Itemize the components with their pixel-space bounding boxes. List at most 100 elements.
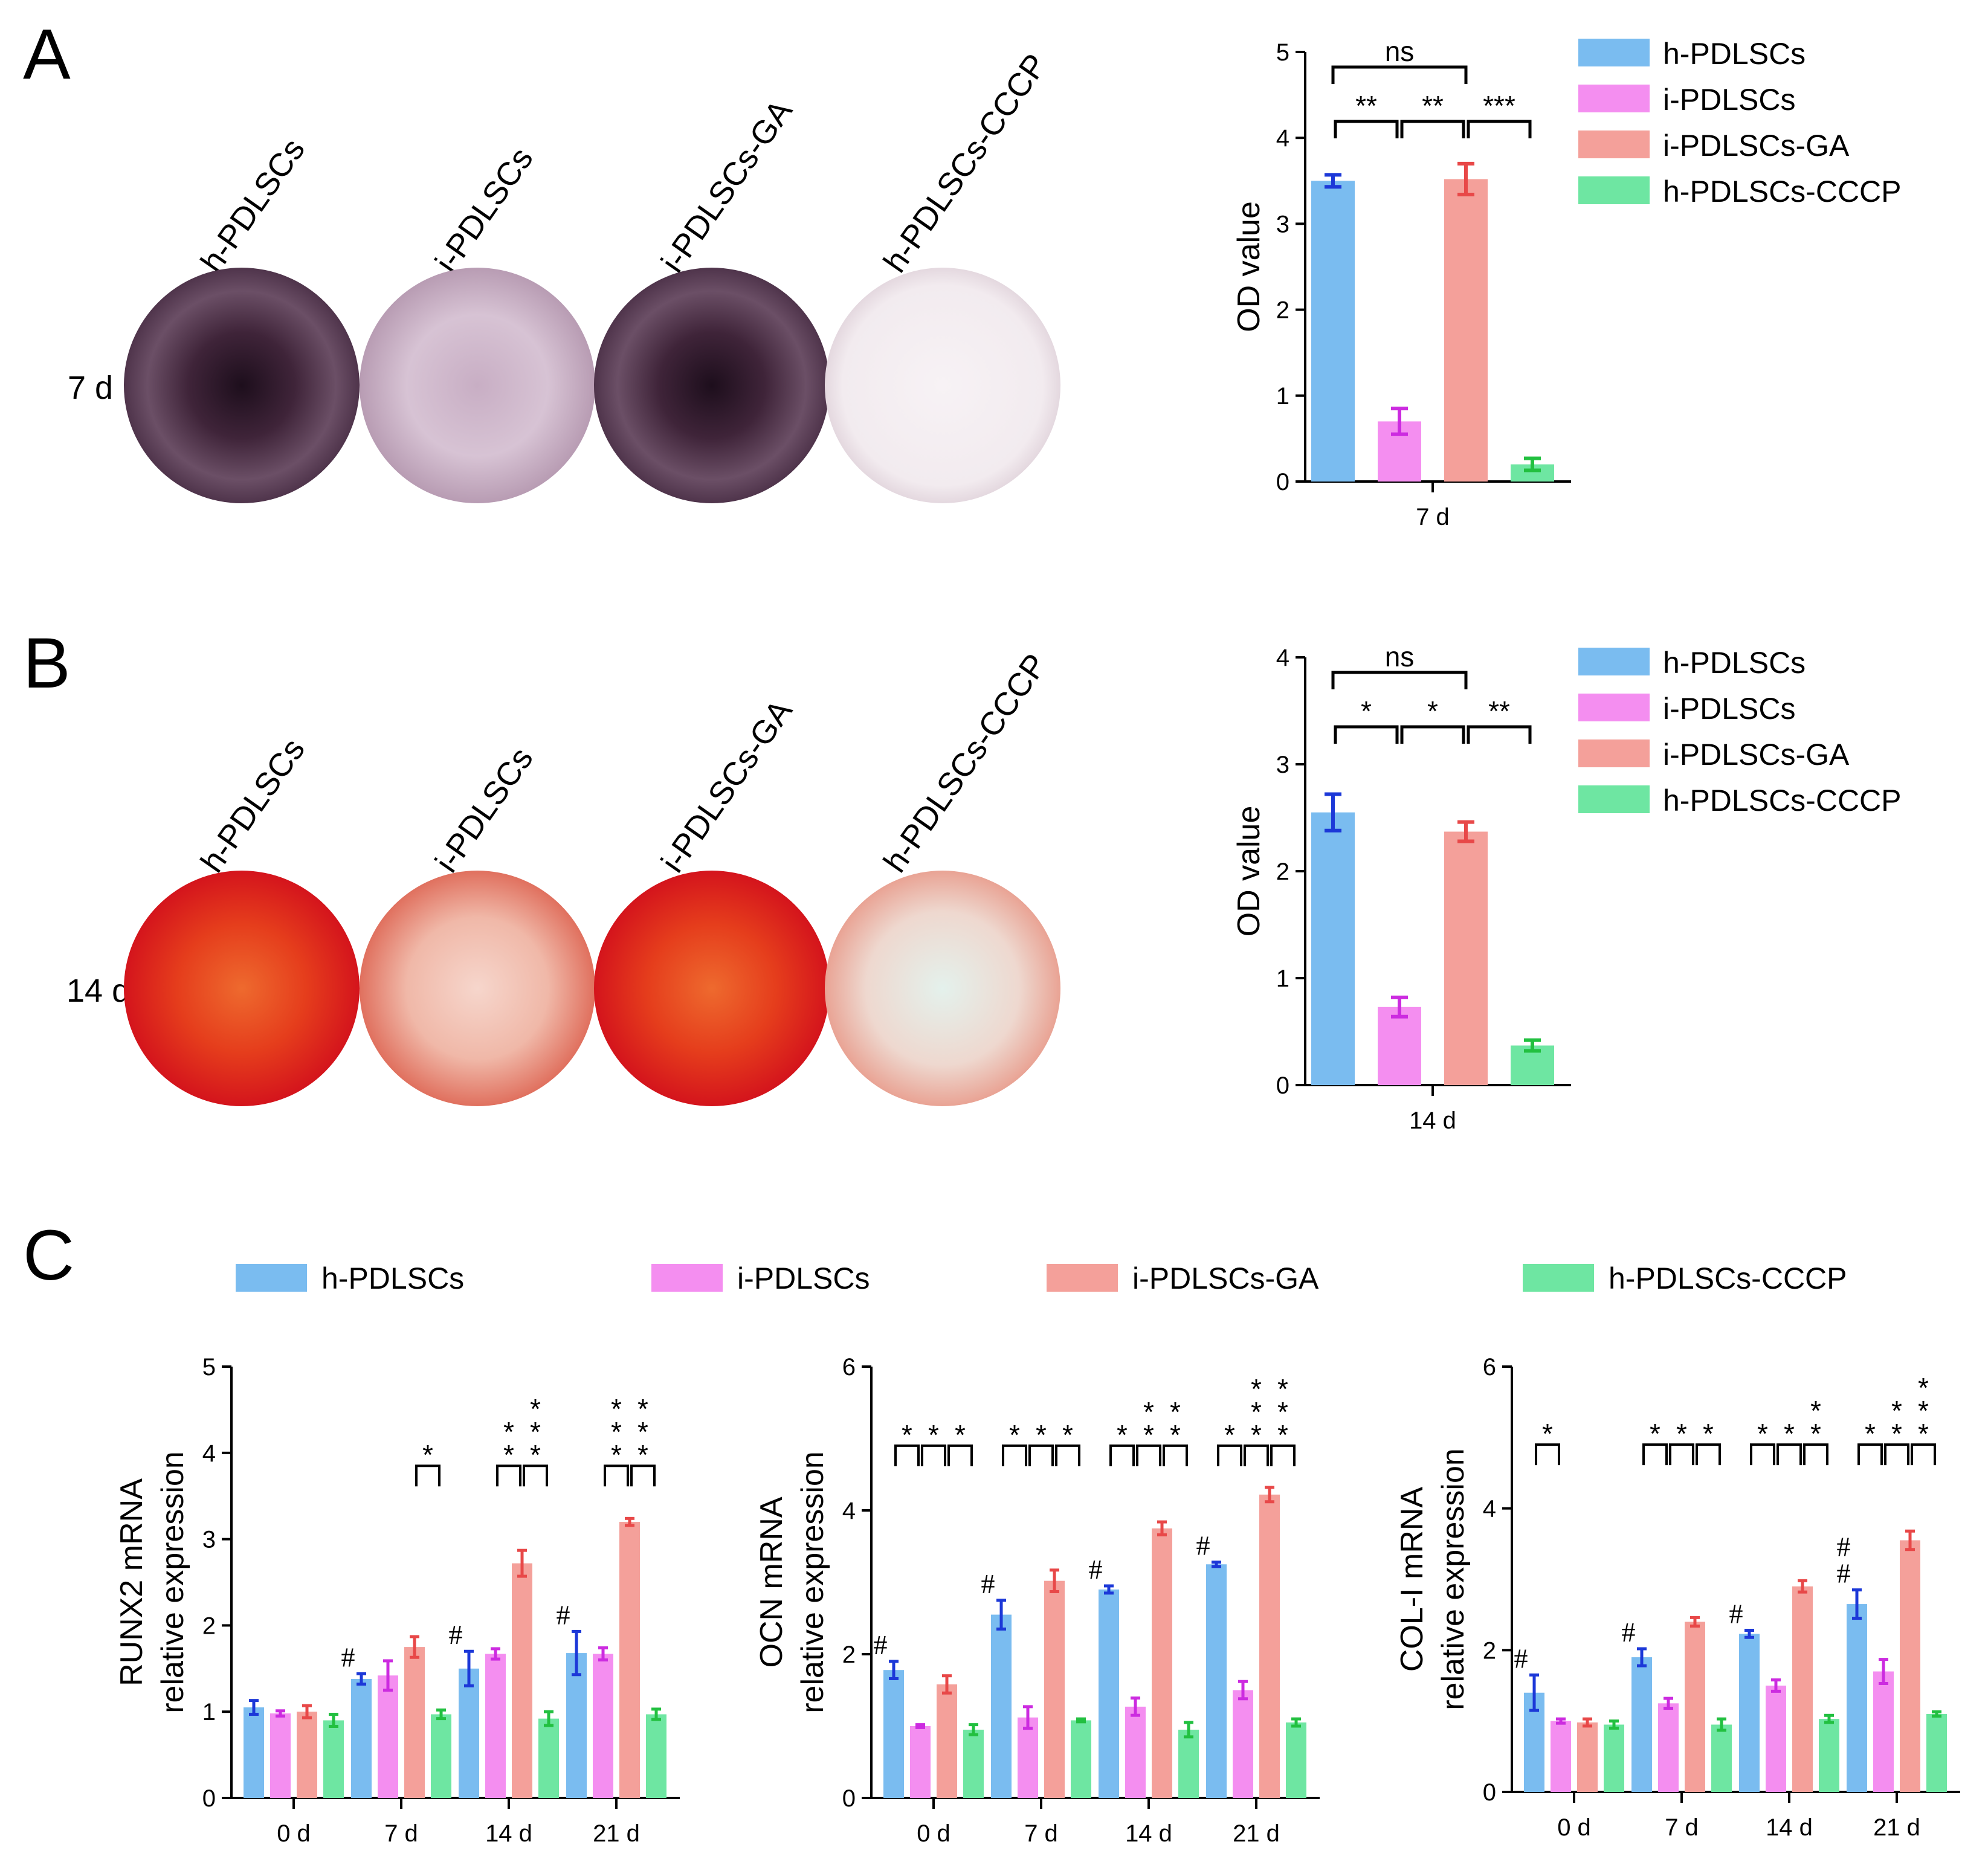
y-tick-label: 4: [1483, 1496, 1496, 1522]
significance-bracket: [523, 1464, 548, 1487]
significance-star: *: [928, 1419, 939, 1451]
wells-panel-b: h-PDLSCs i-PDLSCs i-PDLSCs-GA h-PDLSCs-C…: [66, 647, 1060, 1106]
significance-bracket: [921, 1444, 946, 1466]
significance-star: *: [1170, 1396, 1181, 1428]
significance-star: *: [530, 1416, 541, 1448]
significance-bracket: [1217, 1444, 1242, 1466]
x-tick-label: 14 d: [1409, 1107, 1456, 1134]
significance-bracket: [1400, 725, 1465, 744]
legend-swatch-i-pdlscs: [1578, 85, 1650, 112]
x-tick-label: 7 d: [1665, 1814, 1699, 1841]
significance-star: *: [955, 1419, 966, 1451]
chart-ocn: 0 2 4 6 OCN mRNA relative expression 0 d 7 d 14 …: [754, 1354, 1320, 1847]
hash-mark: #: [1837, 1558, 1851, 1589]
y-tick-label: 3: [1276, 752, 1289, 778]
alp-well-i-pdlscs: [360, 268, 595, 503]
significance-star: *: [1036, 1419, 1047, 1451]
significance-star: *: [1143, 1419, 1154, 1451]
hash-mark: #: [1622, 1617, 1636, 1648]
significance-bracket: [1163, 1444, 1188, 1466]
significance-bracket: [496, 1464, 521, 1487]
significance-star: *: [611, 1439, 622, 1471]
bar-h-pdlscs-7-d: [1311, 181, 1355, 482]
y-axis-label: RUNX2 mRNA: [114, 1478, 149, 1686]
bar-i-pdlscs-ga-0-d: [1577, 1722, 1598, 1792]
bar-i-pdlscs-0-d: [270, 1713, 291, 1798]
significance-label: ns: [1385, 36, 1415, 67]
significance-label: ***: [1483, 90, 1515, 121]
legend-swatch-i-pdlscs: [1578, 694, 1650, 721]
significance-star: *: [1117, 1419, 1128, 1451]
hash-mark: #: [1837, 1532, 1851, 1562]
legend-swatch-i-pdlscs-ga: [1578, 739, 1650, 767]
bar-i-pdlscs-ga-14-d: [1792, 1586, 1813, 1792]
x-tick-label: 14 d: [1766, 1814, 1813, 1841]
legend-label-i-pdlscs-ga: i-PDLSCs-GA: [1663, 129, 1850, 163]
significance-bracket: [1911, 1443, 1936, 1466]
hash-mark: #: [981, 1568, 995, 1599]
significance-star: *: [530, 1439, 541, 1471]
significance-bracket: [1331, 65, 1468, 84]
bar-h-pdlscs-14-d: [1739, 1634, 1760, 1792]
legend-label-h-pdlscs-cccp: h-PDLSCs-CCCP: [1609, 1261, 1847, 1295]
significance-bracket: [1467, 120, 1532, 138]
y-tick-label: 0: [1276, 469, 1289, 495]
bar-i-pdlscs-ga-21-d: [619, 1522, 640, 1798]
significance-bracket: [415, 1464, 441, 1487]
y-tick-label: 1: [202, 1699, 216, 1725]
ars-well-h-pdlscs: [124, 871, 360, 1106]
bar-h-pdlscs-21-d: [1847, 1604, 1867, 1792]
legend-swatch-h-pdlscs-cccp: [1578, 176, 1650, 204]
bar-i-pdlscs-ga-7-d: [1685, 1622, 1705, 1792]
y-tick-label: 5: [1276, 39, 1289, 66]
y-axis-label-line2: relative expression: [795, 1451, 830, 1713]
chart-col1: 0 2 4 6 COL-I mRNA relative expression 0 d 7 d 1…: [1395, 1354, 1960, 1841]
hash-mark: #: [1514, 1643, 1528, 1674]
bar-h-pdlscs-7-d: [1631, 1657, 1652, 1792]
legend-swatch-h-pdlscs-cccp: [1578, 785, 1650, 813]
bar-i-pdlscs-ga-21-d: [1259, 1494, 1280, 1798]
legend-swatch-i-pdlscs: [651, 1264, 723, 1292]
significance-star: *: [1891, 1418, 1902, 1449]
significance-bracket: [1777, 1443, 1802, 1466]
significance-star: *: [1542, 1418, 1553, 1449]
significance-bracket: [1696, 1443, 1721, 1466]
bar-h-pdlscs-21-d: [1206, 1564, 1227, 1798]
significance-star: *: [503, 1439, 514, 1471]
significance-star: *: [611, 1393, 622, 1425]
bar-i-pdlscs-ga-7-d: [1444, 179, 1488, 482]
legend-label-i-pdlscs: i-PDLSCs: [1663, 692, 1795, 726]
significance-bracket: [1244, 1444, 1269, 1466]
significance-bracket: [1109, 1444, 1135, 1466]
bar-i-pdlscs-ga-7-d: [404, 1647, 425, 1798]
significance-bracket: [604, 1464, 629, 1487]
significance-star: *: [1810, 1418, 1821, 1449]
significance-bracket: [947, 1444, 973, 1466]
bar-i-pdlscs-ga-7-d: [1044, 1580, 1065, 1798]
bar-i-pdlscs-7-d: [378, 1675, 398, 1798]
legend-panel-a: h-PDLSCs i-PDLSCs i-PDLSCs-GA h-PDLSCs-CCCP: [1578, 37, 1902, 208]
bar-h-pdlscs-cccp-7-d: [1711, 1724, 1732, 1792]
significance-star: *: [637, 1393, 648, 1425]
legend-panel-c: h-PDLSCs i-PDLSCs i-PDLSCs-GA h-PDLSCs-CCCP: [236, 1261, 1847, 1295]
hash-mark: #: [1196, 1530, 1210, 1561]
significance-star: *: [1251, 1396, 1262, 1428]
y-axis-label: OCN mRNA: [754, 1497, 789, 1667]
legend-panel-b: h-PDLSCs i-PDLSCs i-PDLSCs-GA h-PDLSCs-CCCP: [1578, 646, 1902, 817]
bar-h-pdlscs-0-d: [244, 1707, 264, 1798]
legend-swatch-i-pdlscs-ga: [1047, 1264, 1118, 1292]
bar-i-pdlscs-ga-14-d: [1444, 831, 1488, 1085]
significance-bracket: [1750, 1443, 1775, 1466]
significance-label: **: [1488, 695, 1510, 727]
legend-swatch-h-pdlscs-cccp: [1523, 1264, 1594, 1292]
bar-i-pdlscs-14-d: [1125, 1706, 1146, 1798]
legend-label-h-pdlscs-cccp: h-PDLSCs-CCCP: [1663, 784, 1902, 817]
y-tick-label: 0: [1276, 1072, 1289, 1099]
panel-letter-b: B: [23, 623, 71, 703]
y-axis-label-line2: relative expression: [155, 1451, 190, 1713]
bar-i-pdlscs-ga-0-d: [297, 1712, 317, 1798]
significance-star: *: [1251, 1373, 1262, 1405]
y-tick-label: 0: [1483, 1779, 1496, 1806]
bar-h-pdlscs-14-d: [1099, 1589, 1119, 1798]
x-tick-label: 21 d: [1873, 1814, 1920, 1841]
